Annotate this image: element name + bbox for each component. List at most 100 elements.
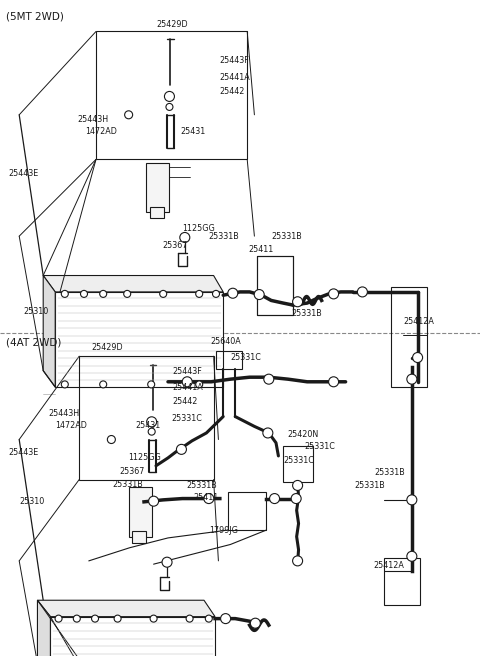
Bar [132, 531, 146, 543]
Text: 1125GG: 1125GG [182, 224, 215, 233]
Polygon shape [43, 276, 55, 387]
Circle shape [166, 104, 173, 110]
Text: 25412A: 25412A [373, 561, 404, 570]
Circle shape [205, 615, 212, 622]
Text: 25331B: 25331B [113, 480, 144, 489]
Circle shape [148, 381, 155, 388]
Bar [146, 163, 169, 212]
Circle shape [165, 91, 174, 102]
Circle shape [125, 111, 132, 119]
Bar [150, 207, 164, 218]
Circle shape [92, 615, 98, 622]
Circle shape [55, 615, 62, 622]
Polygon shape [37, 600, 50, 656]
Polygon shape [55, 292, 223, 387]
Circle shape [100, 381, 107, 388]
Circle shape [147, 417, 156, 427]
Circle shape [61, 291, 68, 297]
Text: 25442: 25442 [173, 397, 198, 406]
Text: 25443F: 25443F [220, 56, 250, 65]
Polygon shape [43, 276, 223, 292]
Text: 25443F: 25443F [173, 367, 203, 376]
Circle shape [263, 428, 273, 438]
Circle shape [293, 480, 302, 491]
Circle shape [293, 556, 302, 566]
Text: 25331C: 25331C [283, 456, 314, 465]
Circle shape [264, 374, 274, 384]
Text: 25412A: 25412A [403, 317, 434, 326]
Text: 25310: 25310 [19, 497, 45, 506]
Text: 25331C: 25331C [230, 353, 261, 362]
Text: 25443E: 25443E [8, 448, 38, 457]
Circle shape [81, 291, 87, 297]
Circle shape [196, 381, 203, 388]
Circle shape [228, 288, 238, 298]
Circle shape [124, 291, 131, 297]
Circle shape [221, 613, 230, 624]
Text: 25443H: 25443H [48, 409, 79, 418]
Circle shape [108, 436, 115, 443]
Circle shape [114, 615, 121, 622]
Circle shape [196, 291, 203, 297]
Text: 25367: 25367 [119, 466, 144, 476]
Text: 25429D: 25429D [91, 343, 123, 352]
Bar [283, 446, 313, 482]
Text: 25443E: 25443E [8, 169, 38, 178]
Text: 25441A: 25441A [173, 382, 204, 392]
Bar [391, 287, 427, 387]
Circle shape [149, 496, 158, 506]
Circle shape [251, 618, 260, 628]
Circle shape [162, 557, 172, 567]
Bar [257, 256, 293, 315]
Circle shape [254, 289, 264, 300]
Bar [79, 356, 214, 480]
Polygon shape [37, 600, 215, 617]
Bar [216, 351, 242, 369]
Circle shape [293, 297, 302, 307]
Circle shape [180, 232, 190, 243]
Text: 25331B: 25331B [271, 232, 302, 241]
Polygon shape [50, 617, 215, 656]
Circle shape [177, 444, 186, 455]
Text: 25331B: 25331B [186, 481, 217, 490]
Text: (4AT 2WD): (4AT 2WD) [6, 337, 61, 348]
Text: (5MT 2WD): (5MT 2WD) [6, 11, 64, 22]
Bar [129, 487, 152, 537]
Text: 25411: 25411 [193, 493, 218, 502]
Circle shape [61, 381, 68, 388]
Text: 1472AD: 1472AD [85, 127, 117, 136]
Text: 25431: 25431 [180, 127, 205, 136]
Text: 25443H: 25443H [78, 115, 109, 124]
Text: 25442: 25442 [220, 87, 245, 96]
Circle shape [160, 291, 167, 297]
Bar [384, 558, 420, 605]
Circle shape [100, 291, 107, 297]
Circle shape [182, 377, 192, 387]
Text: 25310: 25310 [23, 307, 48, 316]
Text: 1125GG: 1125GG [129, 453, 161, 462]
Text: 25420N: 25420N [287, 430, 318, 439]
Circle shape [407, 551, 417, 562]
Circle shape [204, 493, 214, 504]
Circle shape [291, 493, 301, 504]
Text: 25331B: 25331B [209, 232, 240, 241]
Circle shape [270, 493, 279, 504]
Text: 25441A: 25441A [220, 73, 251, 82]
Circle shape [73, 615, 80, 622]
Text: 25331B: 25331B [374, 468, 405, 477]
Circle shape [329, 377, 338, 387]
Circle shape [148, 428, 155, 435]
Text: 25429D: 25429D [156, 20, 188, 30]
Text: 25367: 25367 [162, 241, 188, 251]
Text: 25331C: 25331C [305, 441, 336, 451]
Circle shape [213, 291, 219, 297]
Text: 25640A: 25640A [210, 337, 241, 346]
Text: 1472AD: 1472AD [55, 420, 87, 430]
Circle shape [358, 287, 367, 297]
Text: 25331B: 25331B [354, 481, 385, 490]
Circle shape [329, 289, 338, 299]
Text: 25331B: 25331B [292, 309, 323, 318]
Circle shape [407, 495, 417, 505]
Circle shape [150, 615, 157, 622]
Text: 25331C: 25331C [172, 414, 203, 423]
